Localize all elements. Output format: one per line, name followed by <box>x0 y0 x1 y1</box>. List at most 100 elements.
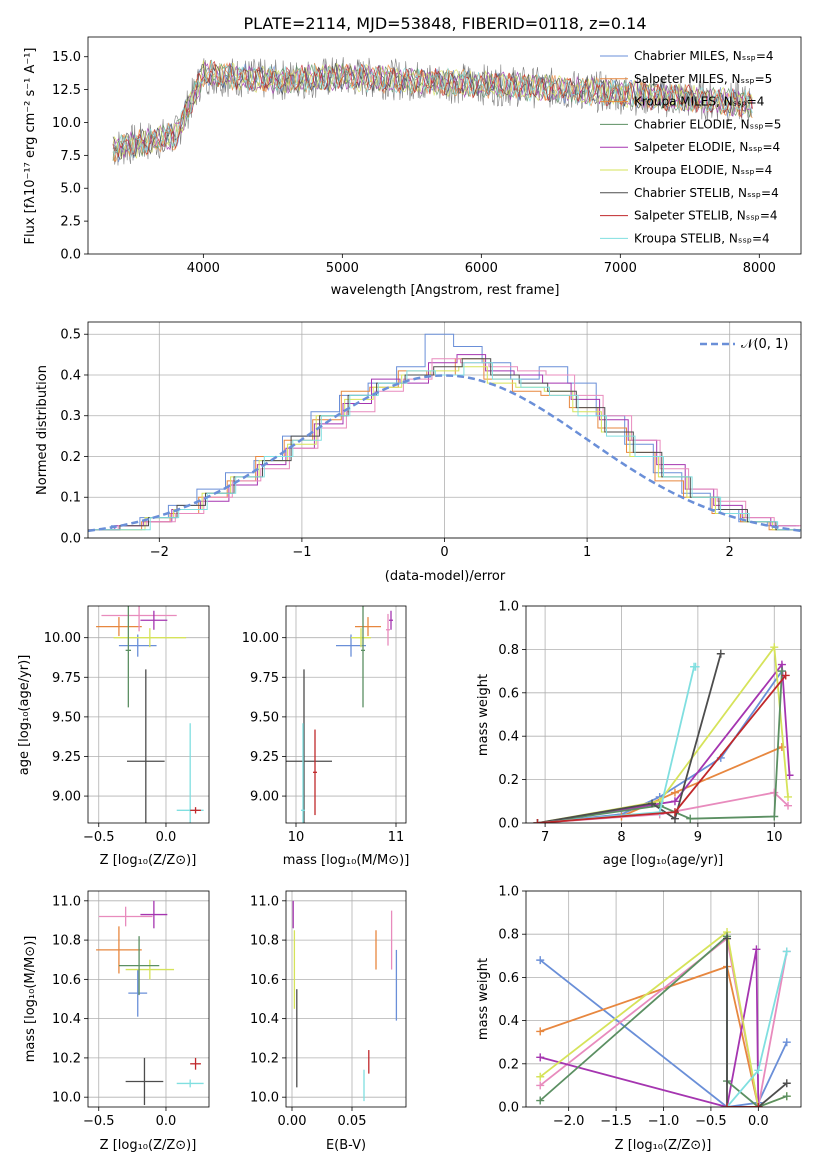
weight-marker <box>648 799 657 808</box>
y-tick-label: 9.50 <box>250 710 279 725</box>
y-tick-label: 0.2 <box>498 1057 519 1072</box>
plot-area <box>96 900 204 1106</box>
y-tick-label: 10.4 <box>250 1012 279 1027</box>
age-z-xlabel: Z [log₁₀(Z/Z⊙)] <box>100 853 197 868</box>
errorbar-point <box>96 926 142 974</box>
y-tick-label: 10.6 <box>52 973 81 988</box>
weight-marker <box>536 1072 545 1081</box>
x-tick-label: −1.5 <box>600 1114 632 1129</box>
axes: −0.5 0.0 10.0 10.2 10.4 10.6 10.8 11.0 <box>52 890 210 1129</box>
weight-vs-age-plot: 7 8 9 10 0.0 0.2 0.4 0.6 0.8 1.0 <box>498 600 802 845</box>
weight-marker <box>754 1066 763 1075</box>
residual-histogram-step <box>93 362 801 531</box>
plot-area <box>533 643 794 823</box>
plot-area <box>96 606 204 823</box>
weight-marker <box>670 797 679 806</box>
errorbar-point <box>286 669 332 823</box>
x-tick-label: 10 <box>288 830 305 845</box>
grid <box>286 606 406 823</box>
y-tick-label: 0.0 <box>60 532 81 547</box>
x-tick-label: 5000 <box>326 261 359 276</box>
y-tick-label: 9.25 <box>250 750 279 765</box>
grid <box>286 891 406 1107</box>
axes-frame <box>87 321 802 539</box>
x-tick-label: −1 <box>292 545 311 560</box>
y-tick-label: 1.0 <box>498 885 519 900</box>
axes-frame <box>87 36 802 255</box>
weight-marker <box>536 956 545 965</box>
y-tick-label: 10.0 <box>52 1091 81 1106</box>
y-tick-label: 0.4 <box>60 368 81 383</box>
errorbar-point <box>355 617 381 637</box>
y-tick-label: 10.0 <box>52 116 81 131</box>
errorbar-point <box>361 606 365 708</box>
weight-line <box>537 665 696 823</box>
y-tick-label: 9.75 <box>250 671 279 686</box>
legend-label: Salpeter ELODIE, Nₛₛₚ=4 <box>634 140 780 154</box>
weight-marker <box>723 934 732 943</box>
plot-area <box>88 333 801 533</box>
age-mass-xlabel: mass [log₁₀(M/M⊙)] <box>283 853 410 868</box>
y-tick-label: 11.0 <box>52 894 81 909</box>
weight-marker <box>536 1081 545 1090</box>
axes: 0.00 0.05 10.0 10.2 10.4 10.6 10.8 11.0 <box>250 890 407 1129</box>
weight-marker <box>670 788 679 797</box>
y-tick-label: 0.0 <box>498 1101 519 1116</box>
residual-histogram: −2 −1 0 1 2 0.0 0.1 0.2 0.3 0.4 0.5 <box>60 321 802 560</box>
normal-legend-label: 𝒩(0, 1) <box>741 337 788 352</box>
weight-marker <box>754 1103 763 1107</box>
weight-age-ylabel: mass weight <box>476 674 491 756</box>
y-tick-label: 0.8 <box>498 928 519 943</box>
weight-marker <box>770 812 779 821</box>
weight-marker <box>686 814 695 823</box>
weight-z-xlabel: Z [log₁₀(Z/Z⊙)] <box>615 1138 712 1153</box>
weight-marker <box>777 743 786 752</box>
y-tick-label: 0.3 <box>60 409 81 424</box>
x-tick-label: 8000 <box>743 261 776 276</box>
mass-ebv-xlabel: E(B-V) <box>326 1138 366 1153</box>
y-tick-label: 10.8 <box>52 934 81 949</box>
axes-frame <box>525 605 802 824</box>
errorbar-point <box>101 606 177 632</box>
mass-vs-ebv-plot: 0.00 0.05 10.0 10.2 10.4 10.6 10.8 11.0 <box>250 890 407 1129</box>
errorbar-point <box>96 617 142 637</box>
grid <box>88 891 209 1107</box>
legend-label: Salpeter MILES, Nₛₛₚ=5 <box>634 72 772 86</box>
spectrum-title: PLATE=2114, MJD=53848, FIBERID=0118, z=0… <box>243 14 646 33</box>
y-tick-label: 9.25 <box>52 750 81 765</box>
mass-z-ylabel: mass [log₁₀(M/M⊙)] <box>23 936 38 1063</box>
x-tick-label: 0.00 <box>278 1114 307 1129</box>
x-tick-label: 1 <box>583 545 591 560</box>
errorbar-point <box>190 807 201 814</box>
weight-marker <box>533 819 542 823</box>
y-tick-label: 10.2 <box>250 1051 279 1066</box>
axes-frame <box>87 605 210 824</box>
x-tick-label: 7000 <box>604 261 637 276</box>
weight-marker <box>782 947 791 956</box>
y-tick-label: 0.0 <box>60 248 81 263</box>
y-tick-label: 10.4 <box>52 1012 81 1027</box>
x-tick-label: 0 <box>440 545 448 560</box>
y-tick-label: 12.5 <box>52 83 81 98</box>
y-tick-label: 10.00 <box>44 631 81 646</box>
x-tick-label: 2 <box>726 545 734 560</box>
x-tick-label: 11 <box>388 830 405 845</box>
y-tick-label: 10.0 <box>250 1091 279 1106</box>
age-z-ylabel: age [log₁₀(age/yr)] <box>17 655 32 776</box>
y-tick-label: 10.2 <box>52 1051 81 1066</box>
axes: −2 −1 0 1 2 0.0 0.1 0.2 0.3 0.4 0.5 <box>60 321 802 560</box>
legend-label: Kroupa MILES, Nₛₛₚ=4 <box>634 95 764 109</box>
x-tick-label: 4000 <box>187 261 220 276</box>
weight-line <box>537 653 722 823</box>
errorbar-point <box>118 936 160 996</box>
weight-line <box>726 938 788 1107</box>
weight-marker <box>782 1038 791 1047</box>
weight-marker <box>716 649 725 658</box>
y-tick-label: 9.75 <box>52 671 81 686</box>
legend-label: Chabrier STELIB, Nₛₛₚ=4 <box>634 186 779 200</box>
axes: 7 8 9 10 0.0 0.2 0.4 0.6 0.8 1.0 <box>498 600 802 845</box>
grid <box>88 606 209 823</box>
grid <box>526 890 801 1108</box>
x-tick-label: 0.0 <box>748 1114 769 1129</box>
